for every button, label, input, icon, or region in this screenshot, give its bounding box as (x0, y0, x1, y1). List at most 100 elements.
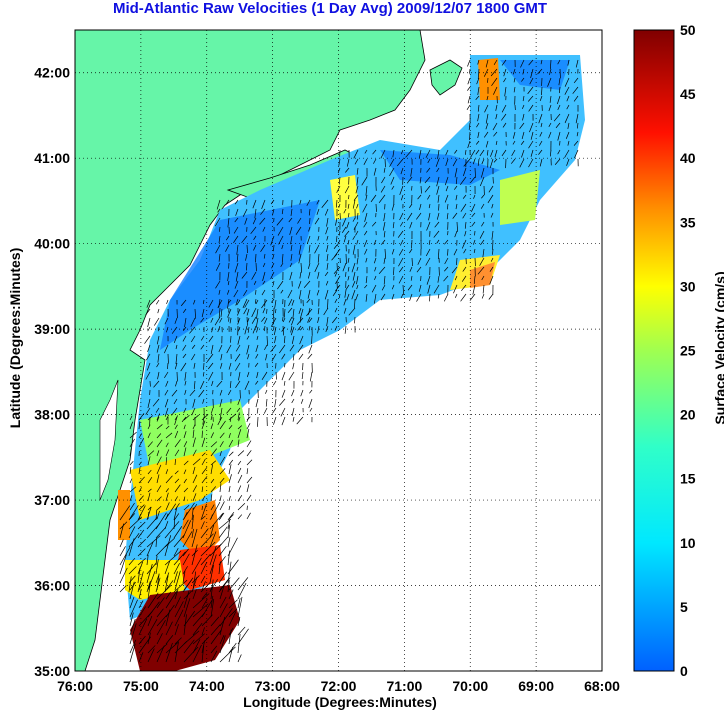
velocity-arrow (477, 104, 480, 112)
velocity-arrow (298, 253, 302, 264)
velocity-arrow (334, 298, 338, 303)
velocity-arrow (164, 371, 169, 379)
velocity-arrow (244, 217, 248, 225)
velocity-arrow (181, 416, 187, 423)
velocity-arrow (183, 441, 188, 448)
velocity-arrow (275, 371, 277, 380)
velocity-arrow (219, 441, 224, 448)
velocity-arrow (183, 614, 187, 636)
velocity-arrow (129, 421, 133, 430)
velocity-arrow (335, 217, 338, 226)
velocity-arrow (566, 104, 570, 110)
velocity-arrow (437, 275, 440, 283)
velocity-arrow (192, 398, 196, 408)
velocity-arrow (153, 380, 160, 388)
velocity-arrow (530, 68, 534, 79)
velocity-arrow (309, 371, 313, 382)
velocity-arrow (226, 407, 232, 414)
velocity-arrow (307, 262, 311, 269)
velocity-arrow (210, 595, 214, 609)
velocity-arrow (473, 239, 476, 245)
velocity-arrow (165, 604, 175, 618)
velocity-arrow (273, 244, 275, 252)
colorbar-tick-label: 20 (680, 407, 696, 423)
velocity-arrow (226, 344, 232, 354)
velocity-arrow (409, 203, 413, 209)
velocity-arrow (346, 293, 350, 301)
velocity-arrow (237, 514, 243, 520)
velocity-arrow (400, 194, 404, 201)
velocity-arrow (210, 645, 218, 654)
velocity-arrow (347, 266, 350, 272)
velocity-arrow (290, 208, 293, 216)
velocity-arrow (147, 506, 152, 511)
velocity-arrow (296, 317, 304, 325)
velocity-arrow (138, 467, 141, 475)
velocity-arrow (201, 308, 205, 318)
velocity-arrow (165, 642, 173, 663)
velocity-arrow (549, 95, 552, 103)
velocity-arrow (237, 467, 242, 475)
velocity-arrow (174, 609, 184, 627)
velocity-arrow (482, 248, 485, 258)
velocity-arrow (175, 344, 178, 350)
velocity-arrow (202, 299, 205, 305)
velocity-arrow (396, 158, 404, 167)
velocity-arrow (219, 635, 226, 654)
velocity-arrow (237, 460, 242, 466)
velocity-arrow (317, 235, 320, 241)
velocity-arrow (200, 541, 216, 557)
velocity-arrow (235, 271, 239, 282)
velocity-arrow (409, 293, 413, 302)
velocity-arrow (165, 492, 169, 502)
velocity-arrow (490, 68, 498, 77)
velocity-arrow (155, 559, 159, 575)
velocity-arrow (347, 203, 350, 209)
velocity-arrow (392, 149, 395, 158)
velocity-arrow (380, 185, 386, 193)
velocity-arrow (480, 203, 485, 209)
velocity-arrow (183, 496, 186, 502)
velocity-arrow (352, 280, 356, 288)
velocity-arrow (338, 176, 341, 185)
velocity-arrow (307, 289, 311, 299)
velocity-arrow (255, 344, 259, 353)
velocity-arrow (336, 185, 341, 193)
velocity-arrow (314, 217, 320, 225)
velocity-arrow (400, 167, 404, 175)
velocity-arrow (352, 199, 356, 209)
velocity-arrow (219, 317, 223, 323)
velocity-arrow (182, 326, 187, 331)
velocity-arrow (174, 470, 179, 475)
velocity-arrow (164, 317, 169, 325)
velocity-arrow (291, 335, 295, 344)
velocity-arrow (190, 335, 196, 343)
velocity-arrow (164, 560, 171, 575)
velocity-arrow (237, 494, 243, 502)
velocity-arrow (287, 307, 293, 313)
velocity-arrow (164, 407, 169, 417)
velocity-arrow (383, 212, 386, 221)
land-mass (75, 30, 426, 671)
velocity-arrow (209, 308, 214, 315)
velocity-arrow (282, 317, 286, 323)
velocity-arrow (270, 271, 275, 280)
velocity-arrow (462, 194, 467, 199)
velocity-arrow (183, 460, 189, 466)
velocity-arrow (289, 344, 295, 352)
velocity-arrow (470, 176, 476, 183)
velocity-arrow (129, 639, 137, 654)
velocity-arrow (237, 474, 243, 484)
velocity-arrow (219, 616, 226, 636)
velocity-arrow (228, 474, 232, 484)
velocity-arrow (209, 543, 222, 557)
velocity-arrow (289, 262, 293, 268)
velocity-arrow (236, 299, 241, 306)
velocity-arrow (494, 149, 498, 158)
velocity-arrow (145, 371, 151, 380)
velocity-arrow (280, 407, 286, 417)
velocity-arrow (354, 316, 356, 324)
velocity-arrow (455, 176, 458, 185)
velocity-arrow (567, 140, 570, 146)
velocity-arrow (210, 423, 214, 430)
